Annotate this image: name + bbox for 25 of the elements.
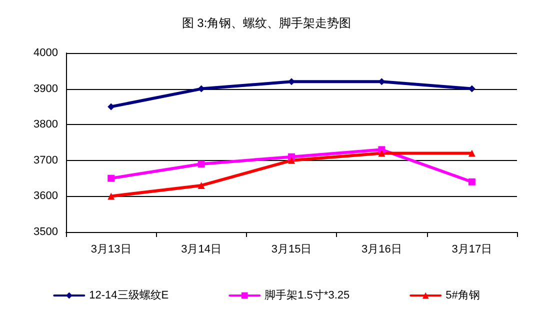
x-tick-label: 3月14日 <box>181 244 222 256</box>
x-tick-label: 3月13日 <box>90 244 132 256</box>
y-tick-label: 3500 <box>34 226 58 238</box>
point <box>198 160 205 168</box>
chart-title: 图 3:角钢、螺纹、脚手架走势图 <box>182 16 352 30</box>
legend-label: 脚手架1.5寸*3.25 <box>264 288 350 302</box>
y-tick-label: 3900 <box>34 82 58 95</box>
point <box>108 174 115 182</box>
y-tick-label: 3800 <box>34 118 58 131</box>
legend-label: 12-14三级螺纹E <box>89 288 169 302</box>
point <box>288 78 295 86</box>
point <box>468 150 476 157</box>
legend-label: 5#角钢 <box>446 290 480 302</box>
point <box>288 156 295 164</box>
point <box>108 192 115 200</box>
x-tick-label: 3月15日 <box>271 244 312 256</box>
y-tick-label: 3600 <box>34 190 58 202</box>
x-tick-label: 3月16日 <box>362 244 402 256</box>
point <box>108 103 115 110</box>
point <box>378 150 386 157</box>
point <box>198 182 205 189</box>
point <box>468 178 476 186</box>
x-tick-label: 3月17日 <box>452 244 492 256</box>
y-tick-label: 4000 <box>34 47 58 59</box>
y-tick-label: 3700 <box>34 154 58 166</box>
